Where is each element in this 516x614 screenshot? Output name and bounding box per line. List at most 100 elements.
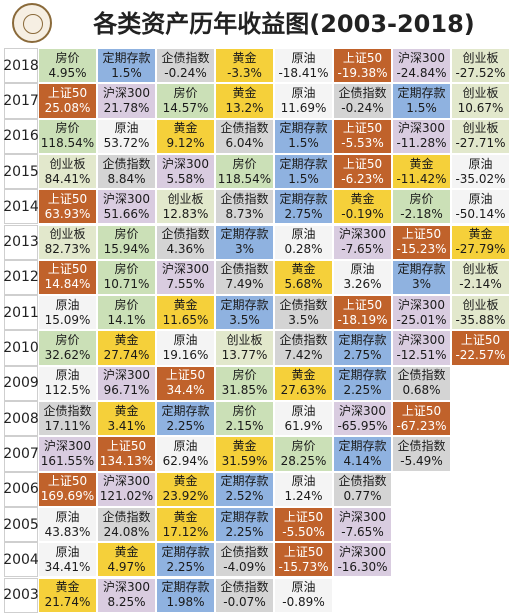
- return-value: 112.5%: [44, 383, 91, 398]
- return-value: 2.75%: [284, 206, 323, 221]
- return-value: 4.36%: [166, 242, 205, 257]
- return-value: -7.65%: [341, 524, 384, 539]
- asset-cell: 黄金 9.12%: [156, 118, 215, 154]
- asset-name: 定期存款: [161, 580, 210, 595]
- return-value: -0.07%: [223, 595, 266, 610]
- asset-name: 黄金: [468, 227, 493, 242]
- asset-cell: 沪深300 -7.65%: [333, 224, 392, 260]
- return-value: 11.65%: [162, 312, 209, 327]
- return-value: 13.2%: [225, 100, 264, 115]
- return-value: 25.08%: [44, 100, 91, 115]
- asset-cell: 定期存款 3.5%: [215, 295, 274, 331]
- return-value: -6.23%: [341, 171, 384, 186]
- asset-cell: 原油 43.83%: [38, 506, 97, 543]
- asset-name: 沪深300: [103, 191, 150, 206]
- return-value: -18.19%: [337, 312, 388, 327]
- asset-cell: 黄金 -3.3%: [215, 48, 274, 84]
- asset-cell: 黄金 27.74%: [97, 330, 156, 366]
- asset-cell: 创业板 13.77%: [215, 330, 274, 366]
- return-value: -65.95%: [337, 418, 388, 433]
- asset-cell: 企债指数 -5.49%: [392, 436, 451, 472]
- asset-cell: 上证50 169.69%: [38, 471, 97, 507]
- asset-name: 上证50: [401, 403, 442, 418]
- return-value: -3.3%: [227, 65, 262, 80]
- return-value: -15.23%: [396, 242, 447, 257]
- asset-name: 房价: [55, 333, 80, 348]
- return-value: 9.12%: [166, 136, 205, 151]
- return-value: 17.11%: [44, 418, 91, 433]
- year-label: 2011: [3, 295, 39, 331]
- asset-cell: 沪深300 7.55%: [156, 259, 215, 296]
- asset-cell: 房价 4.95%: [38, 48, 97, 84]
- asset-cell: 原油 34.41%: [38, 542, 97, 578]
- asset-name: 原油: [291, 85, 316, 100]
- return-value: 134.13%: [99, 453, 154, 468]
- return-value: -5.50%: [282, 524, 325, 539]
- asset-cell: 企债指数 6.04%: [215, 118, 274, 154]
- return-value: -0.89%: [282, 595, 325, 610]
- asset-name: 上证50: [165, 368, 206, 383]
- return-value: 4.95%: [48, 65, 87, 80]
- asset-cell: 原油 11.69%: [274, 83, 333, 119]
- year-label: 2004: [3, 542, 39, 578]
- asset-name: 定期存款: [397, 85, 446, 100]
- asset-name: 定期存款: [338, 438, 387, 453]
- asset-name: 上证50: [342, 50, 383, 65]
- asset-cell: 原油 1.24%: [274, 471, 333, 507]
- asset-cell: 上证50 -22.57%: [451, 330, 510, 366]
- asset-name: 黄金: [173, 121, 198, 136]
- asset-cell: 上证50 -19.38%: [333, 48, 392, 84]
- year-label: 2012: [3, 259, 39, 296]
- asset-cell: 沪深300 -7.65%: [333, 506, 392, 543]
- return-value: 118.54%: [217, 171, 272, 186]
- return-value: 0.77%: [343, 489, 382, 504]
- asset-cell: 沪深300 -11.28%: [392, 118, 451, 154]
- return-value: -27.52%: [455, 65, 506, 80]
- asset-cell: 房价 118.54%: [215, 153, 274, 190]
- return-value: 27.74%: [103, 348, 150, 363]
- return-value: 34.4%: [166, 383, 205, 398]
- asset-name: 创业板: [462, 262, 499, 277]
- asset-name: 原油: [55, 509, 80, 524]
- return-value: 0.28%: [284, 242, 323, 257]
- return-value: -0.19%: [341, 206, 384, 221]
- asset-name: 企债指数: [338, 85, 387, 100]
- asset-name: 上证50: [47, 191, 88, 206]
- return-value: 6.04%: [225, 136, 264, 151]
- asset-cell: 上证50 -67.23%: [392, 401, 451, 437]
- return-value: 1.5%: [406, 100, 437, 115]
- return-value: 0.68%: [402, 383, 441, 398]
- asset-cell: 定期存款 1.5%: [274, 153, 333, 190]
- return-value: 31.85%: [221, 383, 268, 398]
- asset-name: 沪深300: [339, 544, 386, 559]
- asset-cell: 房价 31.85%: [215, 365, 274, 401]
- asset-cell: 沪深300 121.02%: [97, 471, 156, 507]
- asset-name: 原油: [291, 403, 316, 418]
- asset-name: 企债指数: [161, 227, 210, 242]
- asset-cell: 定期存款 3%: [215, 224, 274, 260]
- asset-name: 黄金: [55, 580, 80, 595]
- asset-cell: 创业板 -2.14%: [451, 259, 510, 296]
- return-value: 1.5%: [111, 65, 142, 80]
- asset-name: 定期存款: [338, 368, 387, 383]
- return-value: 3%: [411, 277, 432, 292]
- asset-name: 定期存款: [102, 50, 151, 65]
- asset-cell: 原油 62.94%: [156, 436, 215, 472]
- asset-name: 上证50: [47, 85, 88, 100]
- return-value: 14.84%: [44, 277, 91, 292]
- asset-name: 沪深300: [339, 403, 386, 418]
- asset-name: 上证50: [47, 474, 88, 489]
- asset-cell: 原油 112.5%: [38, 365, 97, 401]
- return-value: 19.16%: [162, 348, 209, 363]
- return-value: 3%: [234, 242, 255, 257]
- return-value: 43.83%: [44, 524, 91, 539]
- asset-name: 沪深300: [339, 509, 386, 524]
- return-value: 24.08%: [103, 524, 150, 539]
- asset-name: 定期存款: [397, 262, 446, 277]
- asset-cell: 定期存款 1.5%: [97, 48, 156, 84]
- asset-cell: 创业板 12.83%: [156, 189, 215, 225]
- asset-name: 房价: [114, 262, 139, 277]
- return-value: 3.26%: [343, 277, 382, 292]
- asset-cell: 黄金 21.74%: [38, 577, 97, 613]
- asset-cell: 企债指数 4.36%: [156, 224, 215, 260]
